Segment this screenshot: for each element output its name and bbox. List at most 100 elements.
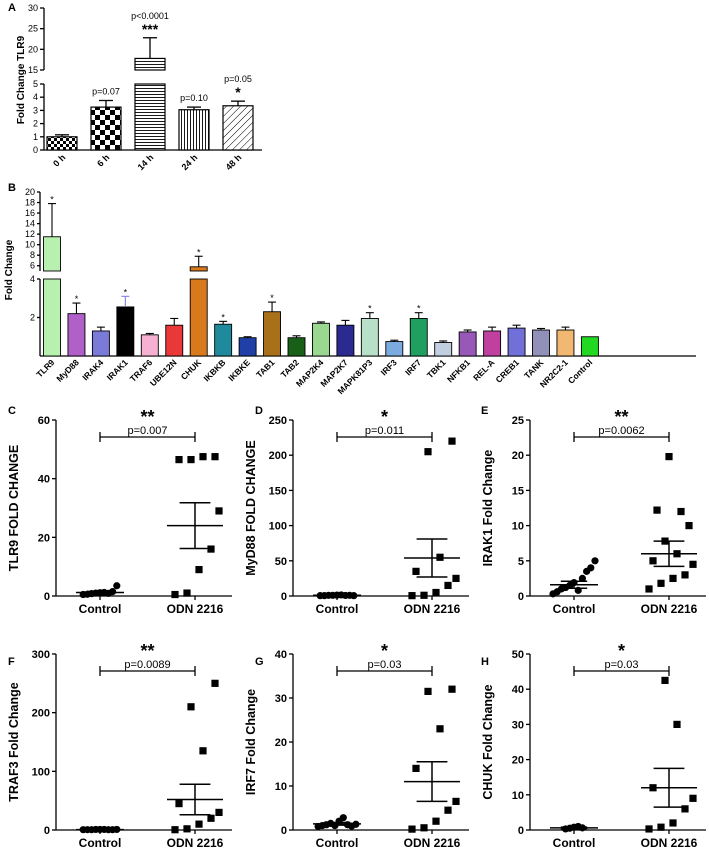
significance-star: * bbox=[124, 287, 128, 297]
odn-point bbox=[215, 507, 223, 515]
y-tick-label: 250 bbox=[269, 415, 287, 427]
y-tick-label: 150 bbox=[269, 485, 287, 497]
significance-star: * bbox=[270, 293, 274, 303]
y-tick-label: 1 bbox=[33, 132, 38, 142]
panel-letter: F bbox=[8, 656, 15, 668]
y-tick-label: 0 bbox=[44, 825, 50, 837]
bar-map2k4 bbox=[312, 322, 330, 357]
bar-nr2c2-1 bbox=[556, 329, 575, 357]
bar-14-h bbox=[134, 83, 166, 151]
y-axis-label: IRAK1 Fold Change bbox=[481, 450, 495, 567]
bar-tlr9 bbox=[43, 278, 61, 357]
panel-letter: E bbox=[481, 405, 488, 417]
panel-f: F TRAF3 Fold Change 0 100 200 300 Control ODN 2… bbox=[7, 641, 232, 850]
x-tick-label: ODN 2216 bbox=[404, 836, 461, 850]
bar-irak1 bbox=[116, 306, 135, 357]
panel-e: E IRAK1 Fold Change 0 5 10 15 20 25 Control ODN 2… bbox=[481, 405, 706, 616]
odn-point bbox=[171, 590, 179, 599]
control-point bbox=[578, 574, 587, 583]
y-tick-label: 18 bbox=[25, 198, 35, 208]
y-tick-label: 2 bbox=[30, 313, 35, 323]
significance-stars: ** bbox=[140, 641, 154, 661]
x-tick-label: IKBKB bbox=[201, 357, 227, 383]
y-tick-label: 200 bbox=[269, 450, 287, 462]
odn-point bbox=[677, 507, 685, 516]
y-tick-label: 300 bbox=[32, 649, 50, 661]
x-tick-label: Control bbox=[566, 357, 594, 385]
odn-point bbox=[215, 808, 223, 816]
odn-point bbox=[432, 588, 440, 597]
y-axis-label: Fold Change TLR9 bbox=[16, 35, 27, 124]
y-tick-label: 40 bbox=[38, 474, 50, 486]
odn-point bbox=[681, 805, 689, 813]
y-axis-label: IRF7 Fold Change bbox=[244, 689, 258, 795]
y-tick-label: 6 bbox=[30, 261, 35, 271]
panel-letter: A bbox=[8, 2, 16, 14]
bar-24-h bbox=[178, 109, 210, 151]
y-tick-label: 8 bbox=[30, 250, 35, 260]
y-tick-label: 4 bbox=[30, 274, 35, 284]
y-tick-label: 12 bbox=[25, 229, 35, 239]
x-tick-label: ODN 2216 bbox=[167, 602, 224, 616]
x-tick-label: NFKB1 bbox=[445, 357, 472, 384]
y-axis-label: CHUK Fold Change bbox=[481, 684, 495, 799]
odn-point bbox=[175, 456, 183, 464]
odn-point bbox=[689, 794, 697, 802]
odn-point bbox=[183, 825, 191, 833]
significance-star: * bbox=[50, 195, 54, 205]
odn-point bbox=[657, 579, 665, 587]
panel-letter: C bbox=[8, 405, 16, 417]
odn-point bbox=[187, 456, 195, 464]
p-value-label: p=0.10 bbox=[180, 93, 208, 103]
y-tick-label: 10 bbox=[25, 240, 35, 250]
bar-tbk1 bbox=[434, 342, 453, 357]
y-tick-label: 100 bbox=[32, 766, 50, 778]
bar-mapk81p3 bbox=[360, 318, 379, 357]
y-tick-label: 30 bbox=[275, 693, 287, 705]
bar-tab2 bbox=[287, 337, 306, 357]
bar-irf3 bbox=[385, 341, 404, 357]
bar-chuk-upper bbox=[189, 266, 208, 272]
significance-star: * bbox=[368, 304, 372, 314]
x-tick-label: Control bbox=[79, 602, 122, 616]
x-tick-label: ODN 2216 bbox=[641, 602, 698, 616]
y-tick-label: 10 bbox=[512, 521, 524, 533]
x-tick-label: 24 h bbox=[180, 152, 200, 172]
bar-creb1 bbox=[507, 327, 526, 357]
odn-point bbox=[195, 566, 203, 574]
bar-control bbox=[580, 336, 599, 357]
bar-map2k7 bbox=[336, 324, 355, 357]
panel-d: D MyD88 FOLD CHANGE 0 50 100 150 200 250 Control… bbox=[244, 405, 469, 616]
p-value-label: p=0.03 bbox=[368, 659, 402, 671]
bar-myd88 bbox=[67, 313, 86, 357]
odn-point bbox=[673, 720, 681, 728]
y-tick-label: 3 bbox=[33, 105, 38, 115]
panel-letter: B bbox=[8, 182, 16, 194]
odn-point bbox=[424, 687, 432, 695]
scatter-panels: C TLR9 FOLD CHANGE 0 20 40 60 Control ODN 2216 p… bbox=[7, 405, 706, 850]
x-tick-label: TAB1 bbox=[254, 357, 277, 380]
odn-point bbox=[645, 585, 653, 593]
odn-point bbox=[448, 685, 456, 693]
odn-point bbox=[211, 679, 219, 687]
panel-letter: D bbox=[255, 405, 263, 417]
y-tick-label: 10 bbox=[512, 790, 524, 802]
x-tick-label: ODN 2216 bbox=[641, 836, 698, 850]
significance-stars: * bbox=[381, 407, 388, 427]
x-tick-label: Control bbox=[316, 602, 359, 616]
odn-point bbox=[681, 571, 689, 579]
x-tick-label: IRAK4 bbox=[80, 357, 105, 382]
odn-point bbox=[448, 437, 456, 445]
y-tick-label: 100 bbox=[269, 521, 287, 533]
bar-chuk bbox=[189, 278, 208, 357]
panel-h: H CHUK Fold Change 0 10 20 30 40 50 Control ODN 2… bbox=[481, 641, 706, 850]
odn-point bbox=[412, 567, 420, 575]
significance-stars: * bbox=[618, 641, 625, 661]
p-value-label: p=0.0089 bbox=[124, 659, 170, 671]
y-tick-label: 0 bbox=[281, 825, 287, 837]
control-point bbox=[591, 557, 599, 565]
x-tick-label: IRF7 bbox=[403, 357, 423, 377]
y-tick-label: 0 bbox=[33, 145, 38, 155]
